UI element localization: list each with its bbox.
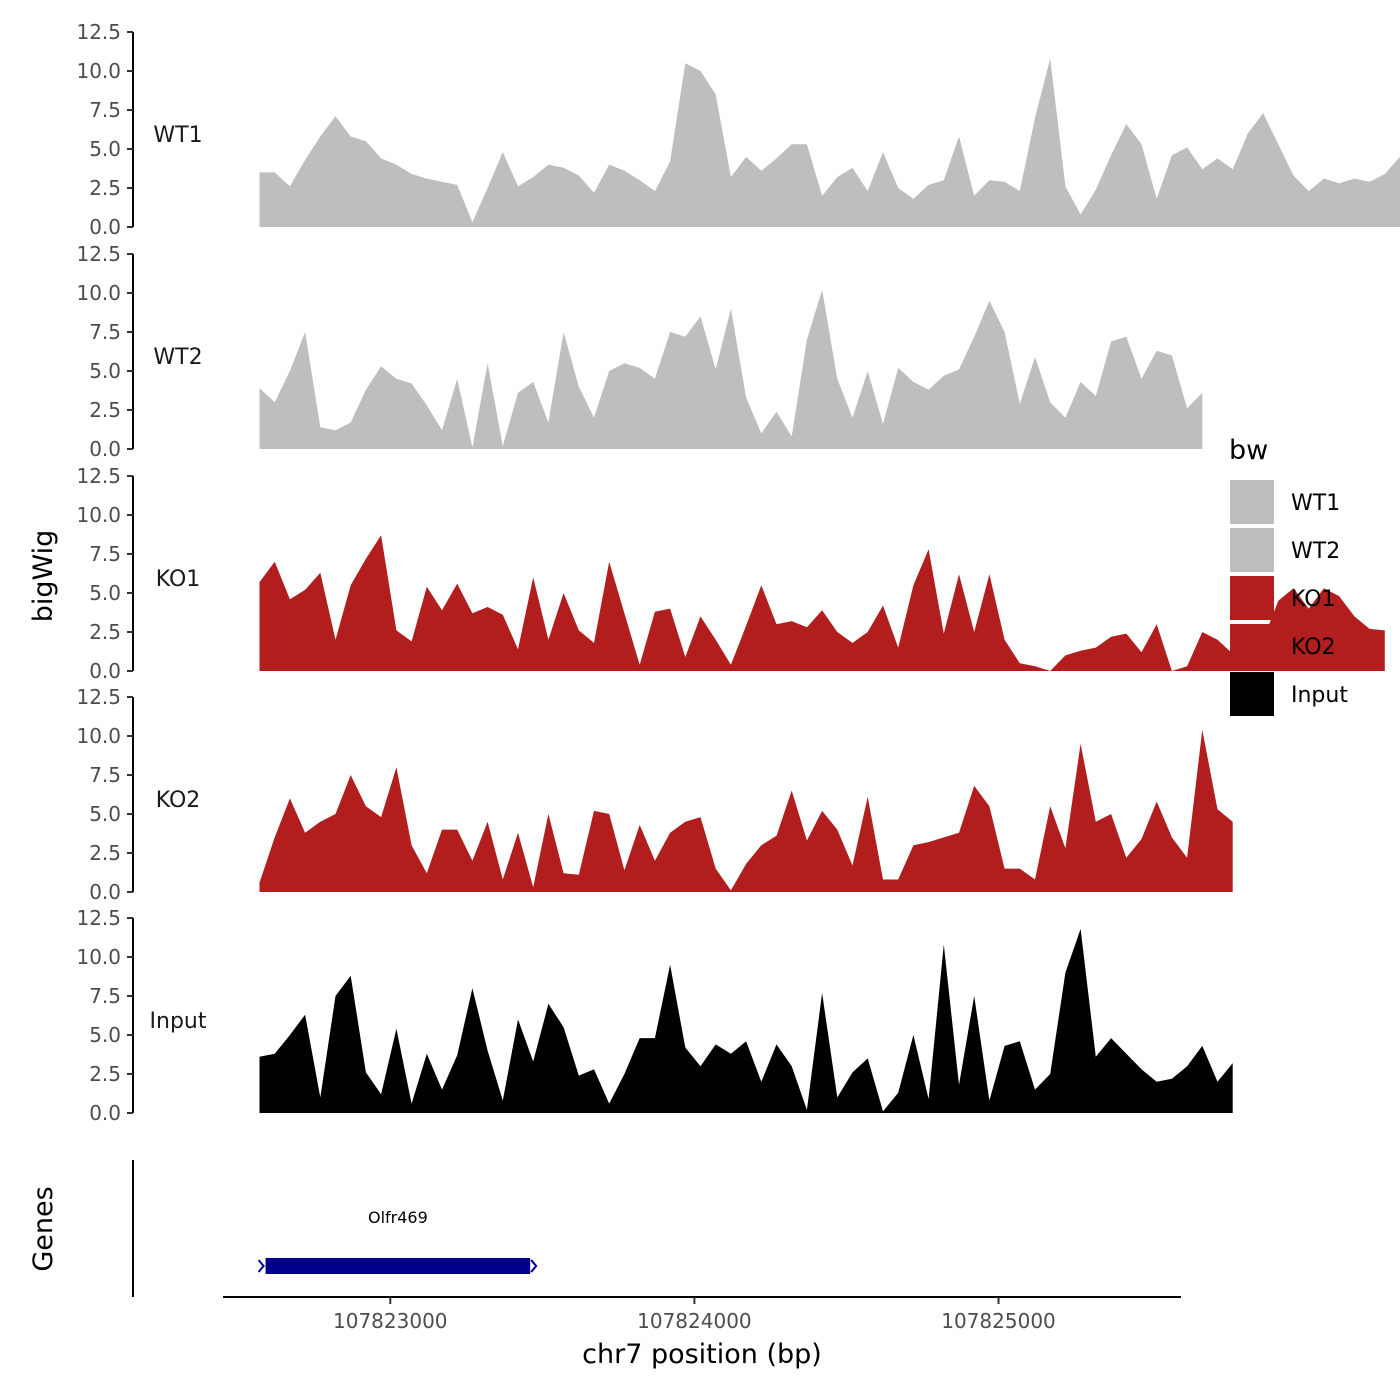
- x-axis-title: chr7 position (bp): [582, 1339, 822, 1370]
- y-tick-label: 5.0: [89, 359, 121, 383]
- legend-swatch: [1230, 528, 1274, 572]
- y-tick-label: 5.0: [89, 802, 121, 826]
- y-tick-label: 10.0: [76, 724, 121, 748]
- legend-label: WT1: [1291, 491, 1340, 516]
- gene-label: Olfr469: [368, 1208, 428, 1227]
- y-tick-label: 10.0: [76, 281, 121, 305]
- y-tick-label: 2.5: [89, 1062, 121, 1086]
- coverage-tracks: 0.0 2.5 5.0 7.5 10.0 12.5 WT1 0.0 2.5 5.0 7.5 10.0 1…: [76, 20, 1400, 1125]
- legend-label: Input: [1291, 683, 1348, 708]
- y-tick-label: 10.0: [76, 503, 121, 527]
- legend-item-ko2: KO2: [1230, 624, 1336, 668]
- y-tick-label: 0.0: [89, 215, 121, 239]
- y-tick-label: 5.0: [89, 137, 121, 161]
- track-label: WT2: [153, 345, 202, 370]
- y-tick-label: 7.5: [89, 984, 121, 1008]
- track-label: KO1: [156, 567, 201, 592]
- y-tick-label: 0.0: [89, 659, 121, 683]
- y-tick-label: 7.5: [89, 320, 121, 344]
- track-label: Input: [150, 1009, 207, 1034]
- legend-item-wt2: WT2: [1230, 528, 1340, 572]
- legend-title: bw: [1229, 435, 1268, 466]
- y-tick-label: 10.0: [76, 945, 121, 969]
- gene-track-title: Genes: [28, 1186, 59, 1271]
- y-tick-label: 0.0: [89, 1101, 121, 1125]
- coverage-area-ko1: [259, 535, 1385, 671]
- coverage-area-wt1: [259, 58, 1400, 227]
- coverage-area-input: [259, 928, 1233, 1113]
- track-input: 0.0 2.5 5.0 7.5 10.0 12.5 Input: [76, 906, 1233, 1125]
- x-tick-label: 107823000: [333, 1309, 448, 1333]
- track-wt1: 0.0 2.5 5.0 7.5 10.0 12.5 WT1: [76, 20, 1400, 239]
- y-tick-label: 0.0: [89, 880, 121, 904]
- gene-strand-arrow-icon: [257, 1259, 538, 1273]
- gene-track: Olfr469: [132, 1160, 538, 1297]
- track-label: WT1: [153, 123, 202, 148]
- legend-swatch: [1230, 672, 1274, 716]
- x-tick-label: 107824000: [637, 1309, 752, 1333]
- legend-label: KO2: [1291, 635, 1336, 660]
- legend-item-wt1: WT1: [1230, 480, 1340, 524]
- y-tick-label: 5.0: [89, 581, 121, 605]
- coverage-area-wt2: [259, 289, 1203, 449]
- y-tick-label: 7.5: [89, 763, 121, 787]
- y-tick-label: 7.5: [89, 542, 121, 566]
- y-axis-title: bigWig: [28, 530, 59, 623]
- y-tick-label: 0.0: [89, 437, 121, 461]
- y-tick-label: 2.5: [89, 176, 121, 200]
- gene-body: [265, 1258, 531, 1274]
- y-tick-label: 10.0: [76, 59, 121, 83]
- legend-item-input: Input: [1230, 672, 1348, 716]
- legend-label: KO1: [1291, 587, 1336, 612]
- y-tick-label: 5.0: [89, 1023, 121, 1047]
- y-tick-label: 2.5: [89, 398, 121, 422]
- track-ko1: 0.0 2.5 5.0 7.5 10.0 12.5 KO1: [76, 464, 1385, 683]
- track-label: KO2: [156, 788, 201, 813]
- y-tick-label: 2.5: [89, 841, 121, 865]
- x-tick-label: 107825000: [941, 1309, 1056, 1333]
- y-tick-label: 12.5: [76, 906, 121, 930]
- legend-item-ko1: KO1: [1230, 576, 1336, 620]
- coverage-area-ko2: [259, 729, 1233, 892]
- x-axis: 107823000 107824000 107825000: [223, 1296, 1181, 1333]
- y-tick-label: 7.5: [89, 98, 121, 122]
- y-tick-label: 12.5: [76, 20, 121, 44]
- legend: WT1 WT2 KO1 KO2 Input: [1230, 480, 1348, 716]
- y-tick-label: 2.5: [89, 620, 121, 644]
- legend-swatch: [1230, 624, 1274, 668]
- legend-swatch: [1230, 576, 1274, 620]
- y-tick-label: 12.5: [76, 242, 121, 266]
- y-tick-label: 12.5: [76, 685, 121, 709]
- track-ko2: 0.0 2.5 5.0 7.5 10.0 12.5 KO2: [76, 685, 1233, 904]
- track-wt2: 0.0 2.5 5.0 7.5 10.0 12.5 WT2: [76, 242, 1203, 461]
- legend-swatch: [1230, 480, 1274, 524]
- y-tick-label: 12.5: [76, 464, 121, 488]
- legend-label: WT2: [1291, 539, 1340, 564]
